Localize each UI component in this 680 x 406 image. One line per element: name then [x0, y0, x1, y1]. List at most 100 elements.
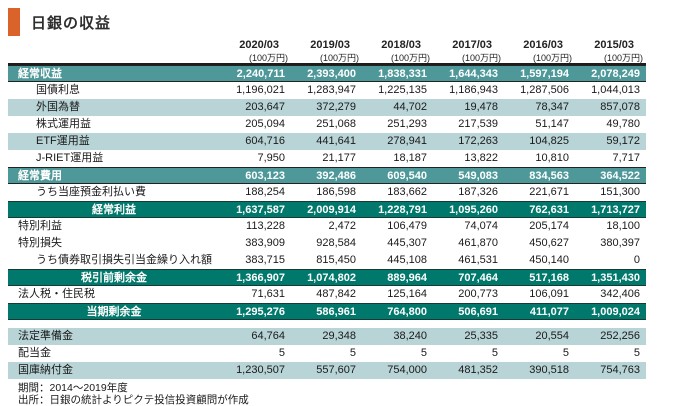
table-row: うち債券取引損失引当金繰り入れ額 383,715 815,450 445,108 461… [8, 252, 646, 269]
cell-value: 251,293 [387, 118, 427, 130]
cell-value: 7,950 [257, 152, 285, 164]
table-row: 法定準備金 64,764 29,348 38,240 25,335 20,554 252,2… [8, 328, 646, 345]
cell-value: 383,715 [245, 254, 285, 266]
earnings-table: 2020/03 2019/03 2018/03 2017/03 2016/03 2015/… [8, 38, 646, 379]
row-label: 経常収益 [18, 68, 62, 80]
footer-period: 期間：2014～2019年度 [18, 382, 128, 394]
cell-value: 372,279 [316, 101, 356, 113]
title-bar: 日銀の収益 [8, 8, 111, 36]
cell-value: 1,095,260 [449, 204, 498, 216]
cell-value: 1,351,430 [591, 272, 640, 284]
cell-value: 205,094 [245, 118, 285, 130]
cell-value: 815,450 [316, 254, 356, 266]
cell-value: 1,009,024 [591, 306, 640, 318]
title-accent-bar [8, 8, 20, 36]
table-row: 経常収益 2,240,711 2,393,400 1,838,331 1,644,343… [8, 65, 646, 82]
row-label: 特別利益 [18, 220, 62, 232]
cell-value: 21,177 [322, 152, 356, 164]
cell-value: 51,147 [535, 118, 569, 130]
cell-value: 183,662 [387, 186, 427, 198]
cell-value: 517,168 [529, 272, 569, 284]
table-row: ETF運用益 604,716 441,641 278,941 172,263 104,82… [8, 133, 646, 150]
cell-value: 18,100 [606, 220, 640, 232]
table-row: 当期剰余金 1,295,276 586,961 764,800 506,691 411,0… [8, 303, 646, 320]
table-row: 特別利益 113,228 2,472 106,479 74,074 205,174 18,1… [8, 218, 646, 235]
row-label: J-RIET運用益 [36, 152, 104, 164]
cell-value: 834,563 [529, 170, 569, 182]
cell-value: 392,486 [316, 170, 356, 182]
cell-value: 2,009,914 [307, 204, 356, 216]
cell-value: 59,172 [606, 135, 640, 147]
row-label: 国庫納付金 [18, 364, 73, 376]
cell-value: 20,554 [535, 330, 569, 342]
cell-value: 754,763 [600, 364, 640, 376]
cell-value: 205,174 [529, 220, 569, 232]
row-label: 税引前剰余金 [81, 272, 147, 284]
header-label-spacer [8, 53, 220, 63]
cell-value: 13,822 [464, 152, 498, 164]
cell-value: 1,186,943 [449, 84, 498, 96]
cell-value: 364,522 [600, 170, 640, 182]
table-spacer [8, 320, 646, 328]
cell-value: 2,472 [328, 220, 356, 232]
cell-value: 411,077 [529, 306, 569, 318]
table-row: 配当金 5 5 5 5 5 5 [8, 345, 646, 362]
cell-value: 1,074,802 [307, 272, 356, 284]
cell-value: 461,870 [458, 237, 498, 249]
cell-value: 2,393,400 [307, 68, 356, 80]
table-row: J-RIET運用益 7,950 21,177 18,187 13,822 10,810 7,… [8, 150, 646, 167]
column-unit-label: (100万円) [532, 53, 572, 63]
column-year-label: 2015/03 [594, 39, 634, 51]
cell-value: 1,196,021 [236, 84, 285, 96]
row-label: 株式運用益 [36, 118, 91, 130]
cell-value: 1,295,276 [236, 306, 285, 318]
row-label: うち債券取引損失引当金繰り入れ額 [36, 254, 212, 266]
cell-value: 342,406 [600, 288, 640, 300]
cell-value: 25,335 [464, 330, 498, 342]
column-year-label: 2017/03 [452, 39, 492, 51]
cell-value: 172,263 [458, 135, 498, 147]
cell-value: 450,140 [529, 254, 569, 266]
cell-value: 5 [278, 347, 285, 359]
cell-value: 151,300 [600, 186, 640, 198]
cell-value: 19,478 [464, 101, 498, 113]
cell-value: 10,810 [535, 152, 569, 164]
cell-value: 278,941 [387, 135, 427, 147]
year-header-row: 2020/03 2019/03 2018/03 2017/03 2016/03 2015/… [8, 38, 646, 53]
cell-value: 549,083 [458, 170, 498, 182]
cell-value: 187,326 [458, 186, 498, 198]
cell-value: 2,240,711 [236, 68, 285, 80]
cell-value: 18,187 [393, 152, 427, 164]
cell-value: 29,348 [322, 330, 356, 342]
cell-value: 221,671 [529, 186, 569, 198]
cell-value: 188,254 [245, 186, 285, 198]
cell-value: 1,637,587 [236, 204, 285, 216]
table-row: 法人税・住民税 71,631 487,842 125,164 200,773 106,09… [8, 286, 646, 303]
cell-value: 74,074 [464, 220, 498, 232]
cell-value: 857,078 [600, 101, 640, 113]
cell-value: 441,641 [316, 135, 356, 147]
row-label: 国債利息 [36, 84, 80, 96]
cell-value: 5 [562, 347, 569, 359]
cell-value: 754,000 [387, 364, 427, 376]
column-year-label: 2018/03 [381, 39, 421, 51]
cell-value: 1,230,507 [236, 364, 285, 376]
column-year-label: 2019/03 [310, 39, 350, 51]
cell-value: 889,964 [387, 272, 427, 284]
cell-value: 603,123 [245, 170, 285, 182]
table-row: うち当座預金利払い費 188,254 186,598 183,662 187,326 22… [8, 184, 646, 201]
cell-value: 609,540 [387, 170, 427, 182]
table-body: 経常収益 2,240,711 2,393,400 1,838,331 1,644,343… [8, 65, 646, 379]
cell-value: 383,909 [245, 237, 285, 249]
cell-value: 707,464 [458, 272, 498, 284]
row-label: 法人税・住民税 [18, 288, 95, 300]
cell-value: 78,347 [535, 101, 569, 113]
table-row: 国債利息 1,196,021 1,283,947 1,225,135 1,186,943… [8, 82, 646, 99]
cell-value: 1,838,331 [378, 68, 427, 80]
cell-value: 106,479 [387, 220, 427, 232]
cell-value: 113,228 [246, 220, 285, 232]
cell-value: 104,825 [529, 135, 569, 147]
cell-value: 1,283,947 [307, 84, 356, 96]
cell-value: 380,397 [600, 237, 640, 249]
